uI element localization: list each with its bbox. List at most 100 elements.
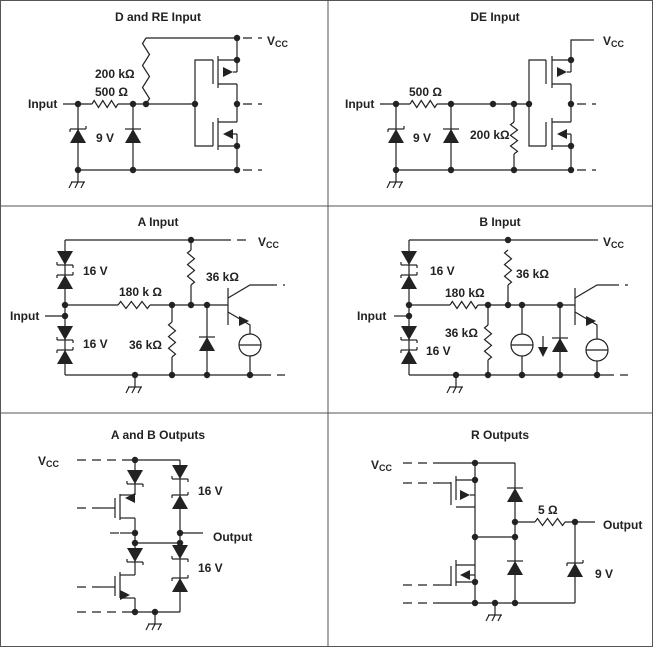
zener-label: 9 V: [413, 131, 431, 145]
resistor-label: 500 Ω: [409, 85, 442, 99]
panel-b-input: B Input VCC Input 16 V 16 V 180 kΩ 36 kΩ…: [357, 215, 625, 358]
panel-title: DE Input: [470, 10, 519, 24]
junction-dot: [131, 529, 139, 537]
zener-label: 16 V: [198, 561, 223, 575]
vcc-label: VCC: [371, 458, 393, 473]
wire: [125, 386, 130, 394]
resistor-symbol: [483, 324, 493, 361]
arrow-icon: [586, 316, 596, 326]
junction-dot: [203, 371, 211, 379]
wire: [458, 386, 463, 394]
resistor-symbol: [509, 121, 519, 155]
diode-symbol: [401, 326, 417, 340]
wire: [157, 623, 162, 631]
resistor-label: 36 kΩ: [206, 270, 239, 284]
resistor-label: 36 kΩ: [516, 267, 549, 281]
diode-symbol: [172, 578, 188, 592]
junction-dot: [233, 56, 241, 64]
wire: [452, 386, 457, 394]
wire: [145, 623, 150, 631]
wire: [227, 284, 268, 299]
zener-label: 9 V: [595, 567, 613, 581]
wire: [194, 59, 213, 147]
resistor-label: 180 k Ω: [119, 285, 162, 299]
vcc-label: VCC: [267, 34, 289, 49]
wire: [497, 614, 502, 622]
diode-symbol: [57, 251, 73, 265]
panel-d-re-input: D and RE Input VCC Input 200 kΩ 500 Ω 9 …: [28, 10, 289, 145]
wire: [570, 39, 585, 60]
zener-label: 16 V: [198, 484, 223, 498]
arrow-icon: [239, 316, 249, 326]
junction-dot: [129, 166, 137, 174]
wire: [151, 623, 156, 631]
diode-symbol: [507, 561, 523, 575]
arrow-icon: [460, 490, 470, 500]
junction-dot: [471, 599, 479, 607]
vcc-label: VCC: [603, 235, 625, 250]
wire: [386, 181, 391, 189]
arrow-icon: [223, 129, 233, 139]
arrow-icon: [557, 67, 567, 77]
wire: [491, 614, 496, 622]
panel-title: R Outputs: [471, 428, 529, 442]
junction-dot: [176, 539, 184, 547]
arrow-icon: [557, 129, 567, 139]
junction-dot: [484, 371, 492, 379]
diode-symbol: [127, 548, 143, 562]
diode-symbol: [125, 129, 141, 143]
circuit-wiring: [45, 34, 628, 631]
wire: [392, 181, 397, 189]
diode-symbol: [172, 545, 188, 559]
panel-a-b-outputs: A and B Outputs VCC Output 16 V 16 V: [38, 428, 252, 575]
diode-symbol: [401, 251, 417, 265]
junction-dot: [593, 371, 601, 379]
zener-label: 16 V: [83, 264, 108, 278]
input-label: Input: [28, 97, 57, 111]
wire: [131, 386, 136, 394]
vcc-label: VCC: [258, 235, 280, 250]
diode-symbol: [401, 275, 417, 289]
input-label: Input: [10, 309, 39, 323]
vcc-label: VCC: [38, 454, 60, 469]
junction-dot: [511, 533, 519, 541]
junction-dot: [489, 100, 497, 108]
junction-dot: [511, 599, 519, 607]
diode-symbol: [172, 495, 188, 509]
input-label: Input: [357, 309, 386, 323]
zener-label: 9 V: [96, 131, 114, 145]
junction-dot: [567, 56, 575, 64]
resistor-symbol: [534, 517, 566, 527]
junction-dot: [233, 100, 241, 108]
panel-title: D and RE Input: [115, 10, 201, 24]
diode-symbol: [57, 275, 73, 289]
resistor-label: 36 kΩ: [129, 338, 162, 352]
wire: [528, 59, 546, 147]
zener-label: 16 V: [83, 337, 108, 351]
resistor-symbol: [167, 321, 177, 358]
input-label: Input: [345, 97, 374, 111]
vcc-label: VCC: [603, 34, 625, 49]
resistor-symbol: [141, 37, 151, 105]
panel-de-input: DE Input VCC Input 500 Ω 200 kΩ 9 V: [345, 10, 625, 145]
resistor-label: 36 kΩ: [445, 326, 478, 340]
wire: [398, 181, 403, 189]
junction-dot: [233, 142, 241, 150]
wire: [227, 311, 251, 334]
wire: [485, 614, 490, 622]
diode-symbol: [172, 465, 188, 479]
diode-symbol: [388, 129, 404, 143]
resistor-label: 200 kΩ: [470, 128, 510, 142]
junction-dot: [504, 236, 512, 244]
junction-dot: [246, 371, 254, 379]
diode-symbol: [443, 129, 459, 143]
diode-symbol: [70, 129, 86, 143]
zener-label: 16 V: [430, 264, 455, 278]
junction-dot: [510, 166, 518, 174]
arrow-icon: [223, 67, 233, 77]
junction-dot: [518, 371, 526, 379]
diode-symbol: [567, 563, 583, 577]
resistor-symbol: [186, 249, 196, 286]
wire: [80, 181, 85, 189]
